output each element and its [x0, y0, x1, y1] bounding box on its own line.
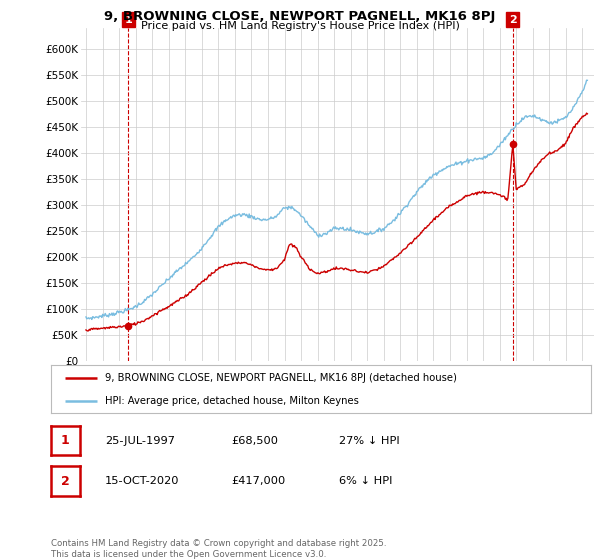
Text: 15-OCT-2020: 15-OCT-2020 [105, 476, 179, 486]
Text: 9, BROWNING CLOSE, NEWPORT PAGNELL, MK16 8PJ (detached house): 9, BROWNING CLOSE, NEWPORT PAGNELL, MK16… [105, 373, 457, 383]
Text: Contains HM Land Registry data © Crown copyright and database right 2025.
This d: Contains HM Land Registry data © Crown c… [51, 539, 386, 559]
Text: 6% ↓ HPI: 6% ↓ HPI [339, 476, 392, 486]
Text: 1: 1 [125, 15, 133, 25]
Text: 2: 2 [509, 15, 517, 25]
Text: 9, BROWNING CLOSE, NEWPORT PAGNELL, MK16 8PJ: 9, BROWNING CLOSE, NEWPORT PAGNELL, MK16… [104, 10, 496, 22]
Text: £68,500: £68,500 [231, 436, 278, 446]
Text: 1: 1 [61, 434, 70, 447]
Text: £417,000: £417,000 [231, 476, 285, 486]
Text: Price paid vs. HM Land Registry's House Price Index (HPI): Price paid vs. HM Land Registry's House … [140, 21, 460, 31]
Text: 25-JUL-1997: 25-JUL-1997 [105, 436, 175, 446]
Text: 2: 2 [61, 474, 70, 488]
Text: 27% ↓ HPI: 27% ↓ HPI [339, 436, 400, 446]
Text: HPI: Average price, detached house, Milton Keynes: HPI: Average price, detached house, Milt… [105, 396, 359, 406]
